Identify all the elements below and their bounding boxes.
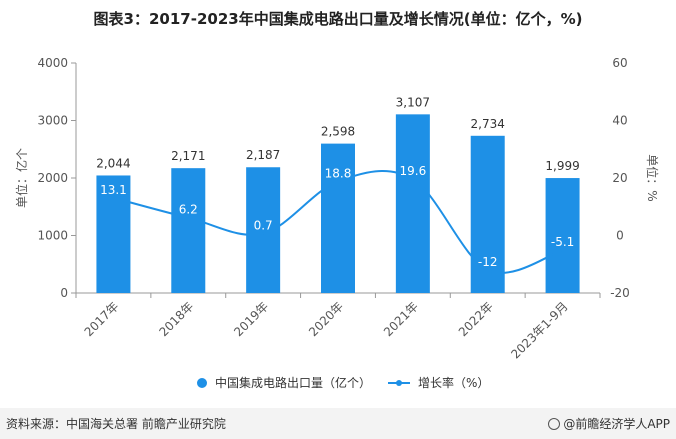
left-tick-label: 4000 <box>37 56 68 70</box>
bar <box>246 167 281 293</box>
bar <box>171 168 206 293</box>
x-tick-label: 2021年 <box>381 299 421 339</box>
legend-item-growth-rate[interactable]: 增长率（%） <box>388 374 489 391</box>
brand-text: @前瞻经济学人APP <box>563 417 670 431</box>
x-tick-label: 2020年 <box>306 299 346 339</box>
right-tick-label: 0 <box>616 229 624 243</box>
brand-logo-icon <box>548 418 561 430</box>
bar <box>470 135 505 293</box>
source-text: 资料来源：中国海关总署 前瞻产业研究院 <box>6 417 226 431</box>
x-tick-label: 2022年 <box>456 299 496 339</box>
growth-rate-label: 0.7 <box>254 218 273 232</box>
left-tick-label: 3000 <box>37 114 68 128</box>
footer: 资料来源：中国海关总署 前瞻产业研究院 @前瞻经济学人APP <box>0 408 676 439</box>
right-tick-label: 40 <box>612 114 627 128</box>
right-tick-label: 20 <box>612 171 627 185</box>
growth-rate-label: -12 <box>478 255 498 269</box>
bar-value-label: 1,999 <box>545 159 579 173</box>
left-tick-label: 1000 <box>37 229 68 243</box>
legend-item-export-volume[interactable]: 中国集成电路出口量（亿个） <box>197 374 371 391</box>
right-axis-title: 单位：% <box>645 154 660 201</box>
legend-bar-swatch <box>197 377 207 388</box>
bar-value-label: 2,044 <box>96 156 130 170</box>
bar <box>395 114 430 293</box>
growth-rate-label: 19.6 <box>399 164 426 178</box>
legend-line-swatch <box>388 379 410 386</box>
brand-credit: @前瞻经济学人APP <box>548 415 670 432</box>
bar <box>545 178 580 293</box>
x-tick-label: 2019年 <box>231 299 271 339</box>
right-tick-label: -20 <box>610 286 630 300</box>
x-tick-label: 2018年 <box>156 299 196 339</box>
right-tick-label: 60 <box>612 56 627 70</box>
bar-value-label: 2,187 <box>246 148 280 162</box>
growth-rate-label: -5.1 <box>551 235 574 249</box>
bar-value-label: 2,598 <box>321 125 355 139</box>
left-axis-title: 单位：亿个 <box>14 148 29 208</box>
bar-value-label: 2,734 <box>471 117 505 131</box>
left-tick-label: 0 <box>60 286 68 300</box>
bar <box>96 175 131 293</box>
legend: 中国集成电路出口量（亿个） 增长率（%） <box>0 374 676 394</box>
growth-rate-label: 13.1 <box>100 183 127 197</box>
chart-title: 图表3：2017-2023年中国集成电路出口量及增长情况(单位：亿个，%) <box>93 10 583 28</box>
legend-bar-label: 中国集成电路出口量（亿个） <box>215 376 372 390</box>
growth-rate-line <box>113 169 563 274</box>
legend-line-label: 增长率（%） <box>418 376 490 390</box>
left-tick-label: 2000 <box>37 171 68 185</box>
bar <box>321 143 355 293</box>
bar-value-label: 3,107 <box>396 95 430 109</box>
x-tick-label: 2017年 <box>82 299 122 339</box>
growth-rate-label: 18.8 <box>325 166 352 180</box>
chart-svg: 0 1000 2000 3000 4000 -20 0 20 40 60 单位：亿个 单位：% 2017… <box>14 56 660 362</box>
growth-rate-label: 6.2 <box>179 203 198 217</box>
bar-value-label: 2,171 <box>171 149 205 163</box>
x-tick-label: 2023年1-9月 <box>508 299 570 361</box>
